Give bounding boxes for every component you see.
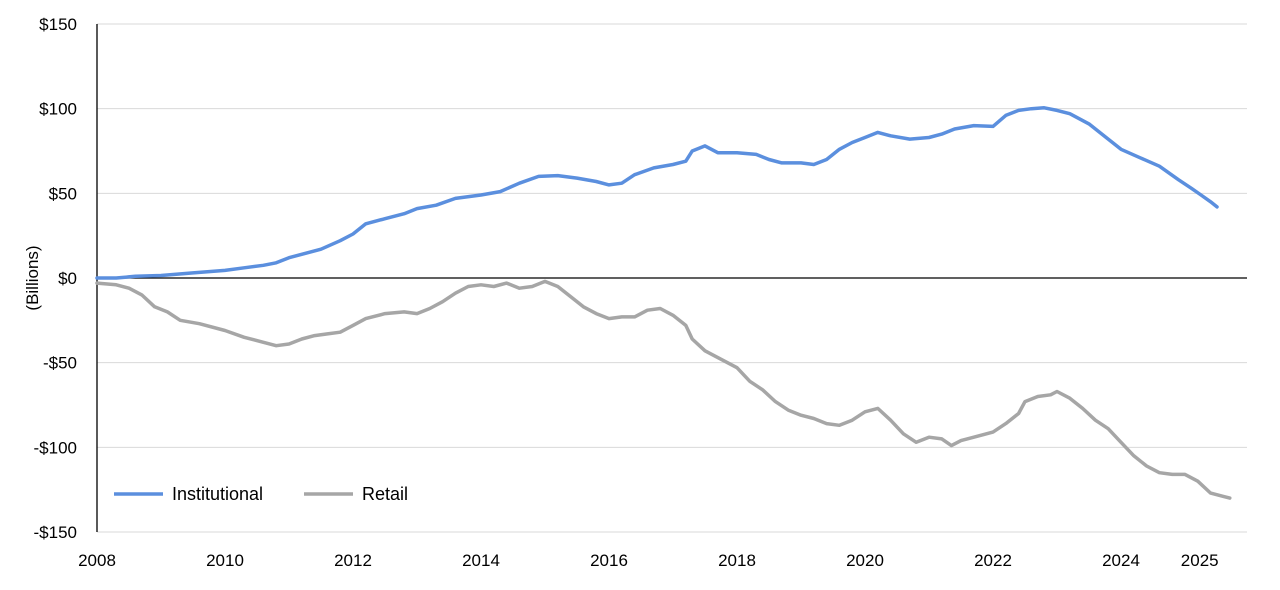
x-tick-label: 2008 xyxy=(78,551,116,570)
x-tick-label: 2020 xyxy=(846,551,884,570)
series-line-retail xyxy=(95,279,1232,500)
y-axis-label: (Billions) xyxy=(23,245,42,310)
legend: Institutional Retail xyxy=(114,484,408,504)
y-tick-label: $50 xyxy=(49,184,77,203)
series-lines xyxy=(95,106,1232,500)
y-tick-labels: $150 $100 $50 $0 -$50 -$100 -$150 xyxy=(34,15,77,542)
gridlines xyxy=(97,23,1247,533)
x-tick-label: 2010 xyxy=(206,551,244,570)
x-tick-label: 2016 xyxy=(590,551,628,570)
y-tick-label: -$100 xyxy=(34,438,77,457)
y-tick-label: $0 xyxy=(58,269,77,288)
x-tick-label: 2012 xyxy=(334,551,372,570)
x-tick-labels: 2008 2010 2012 2014 2016 2018 2020 2022 2024 2025 xyxy=(78,551,1219,570)
y-tick-label: $150 xyxy=(39,15,77,34)
y-tick-label: $100 xyxy=(39,100,77,119)
y-tick-label: -$150 xyxy=(34,523,77,542)
x-tick-label: 2024 xyxy=(1102,551,1140,570)
series-line-institutional xyxy=(95,106,1219,280)
x-tick-label: 2018 xyxy=(718,551,756,570)
x-tick-label: 2022 xyxy=(974,551,1012,570)
x-tick-label: 2014 xyxy=(462,551,500,570)
legend-label-retail: Retail xyxy=(362,484,408,504)
legend-label-institutional: Institutional xyxy=(172,484,263,504)
x-tick-label: 2025 xyxy=(1181,551,1219,570)
y-tick-label: -$50 xyxy=(43,354,77,373)
